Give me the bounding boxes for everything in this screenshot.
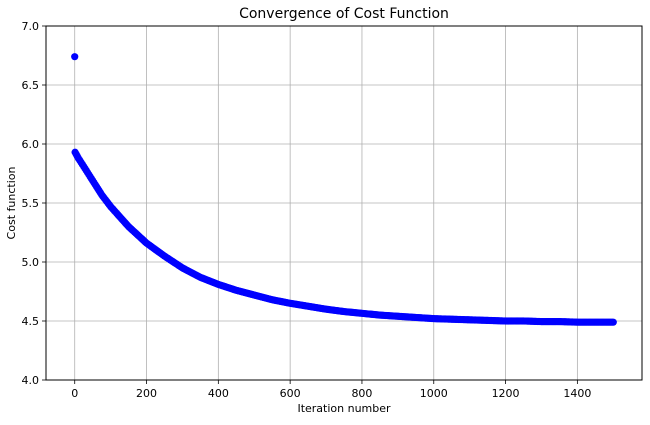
- data-point: [71, 53, 79, 61]
- x-tick-label: 1200: [492, 387, 520, 400]
- data-point: [609, 318, 617, 326]
- grid-lines: [46, 25, 642, 381]
- x-tick-label: 400: [208, 387, 229, 400]
- data-points: [71, 53, 617, 326]
- x-tick-label: 0: [71, 387, 78, 400]
- axis-ticks: 0 200 400 600 800 1000 1200 1400 4.0 4.5 5.0 5.5 6.0…: [22, 20, 592, 400]
- x-tick-label: 200: [136, 387, 157, 400]
- y-tick-label: 6.5: [22, 79, 40, 92]
- x-tick-label: 600: [280, 387, 301, 400]
- y-tick-label: 4.0: [22, 374, 40, 387]
- chart-title: Convergence of Cost Function: [239, 6, 449, 22]
- y-tick-label: 7.0: [22, 20, 40, 33]
- y-tick-label: 5.5: [22, 197, 40, 210]
- y-axis-label: Cost function: [5, 167, 18, 240]
- x-tick-label: 1400: [563, 387, 591, 400]
- x-tick-label: 800: [351, 387, 372, 400]
- y-tick-label: 6.0: [22, 138, 40, 151]
- x-tick-label: 1000: [420, 387, 448, 400]
- y-tick-label: 4.5: [22, 315, 40, 328]
- y-tick-label: 5.0: [22, 256, 40, 269]
- x-axis-label: Iteration number: [297, 402, 391, 415]
